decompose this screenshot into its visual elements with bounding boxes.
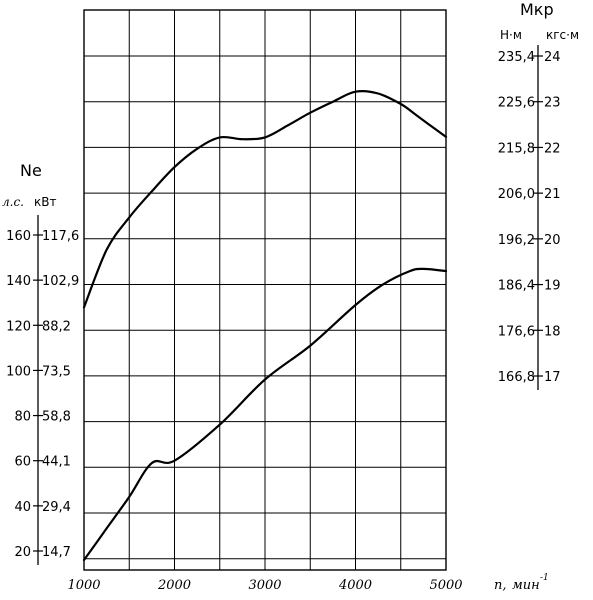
x-tick-label: 5000 — [429, 578, 462, 593]
right-tick-label-kgfm: 19 — [544, 279, 561, 294]
left-axis-unit-kw: кВт — [34, 195, 56, 209]
left-tick-label-kw: 117,6 — [42, 229, 79, 244]
left-tick-label-kw: 73,5 — [42, 364, 71, 379]
left-tick-label-hp: 140 — [6, 274, 31, 289]
left-tick-label-kw: 102,9 — [42, 274, 79, 289]
left-tick-label-kw: 58,8 — [42, 410, 71, 425]
right-tick-label-kgfm: 21 — [544, 187, 561, 202]
right-tick-label-kgfm: 23 — [544, 96, 561, 111]
left-tick-label-hp: 40 — [14, 500, 31, 515]
left-tick-label-kw: 44,1 — [42, 455, 71, 470]
right-tick-label-kgfm: 24 — [544, 50, 561, 65]
x-tick-label: 2000 — [157, 578, 191, 593]
labels: Ne л.с. кВт Mкр Н·м кгс·м n, мин -1 20 14… — [2, 0, 579, 593]
left-tick-label-hp: 80 — [14, 410, 31, 425]
left-tick-label-kw: 88,2 — [42, 319, 71, 334]
x-tick-label: 4000 — [338, 578, 372, 593]
right-tick-label-nm: 196,2 — [498, 233, 535, 248]
x-tick-label: 3000 — [248, 578, 281, 593]
right-tick-label-kgfm: 18 — [544, 324, 561, 339]
right-axis-unit-nm: Н·м — [500, 28, 522, 42]
right-tick-label-nm: 166,8 — [498, 370, 535, 385]
left-tick-label-hp: 20 — [14, 545, 31, 560]
x-axis-unit: мин — [512, 578, 540, 593]
x-axis-unit-exponent: -1 — [540, 573, 549, 583]
x-axis-quantity: n, — [494, 578, 507, 593]
x-tick-label: 1000 — [67, 578, 100, 593]
right-tick-label-nm: 235,4 — [498, 50, 535, 65]
right-tick-label-kgfm: 20 — [544, 233, 561, 248]
left-tick-label-hp: 120 — [6, 319, 31, 334]
right-axis-unit-kgfm: кгс·м — [546, 28, 579, 42]
right-tick-label-nm: 225,6 — [498, 96, 535, 111]
axes — [33, 45, 543, 565]
torque-curve — [82, 89, 448, 309]
power-curve — [82, 267, 448, 562]
right-tick-label-kgfm: 17 — [544, 370, 561, 385]
left-tick-label-kw: 29,4 — [42, 500, 71, 515]
curves — [82, 89, 448, 562]
grid — [84, 10, 446, 570]
right-tick-label-nm: 206,0 — [498, 187, 535, 202]
right-axis-name: Mкр — [520, 0, 554, 19]
left-tick-label-hp: 100 — [6, 364, 31, 379]
right-tick-label-nm: 176,6 — [498, 324, 535, 339]
left-tick-label-kw: 14,7 — [42, 545, 71, 560]
right-tick-label-nm: 186,4 — [498, 279, 535, 294]
left-axis-unit-hp: л.с. — [2, 195, 24, 209]
left-axis-name: Ne — [20, 161, 42, 180]
plot-frame — [83, 9, 447, 571]
right-tick-label-kgfm: 22 — [544, 141, 561, 156]
right-tick-label-nm: 215,8 — [498, 141, 535, 156]
left-tick-label-hp: 160 — [6, 229, 31, 244]
plot-border — [83, 9, 447, 571]
left-tick-label-hp: 60 — [14, 455, 31, 470]
